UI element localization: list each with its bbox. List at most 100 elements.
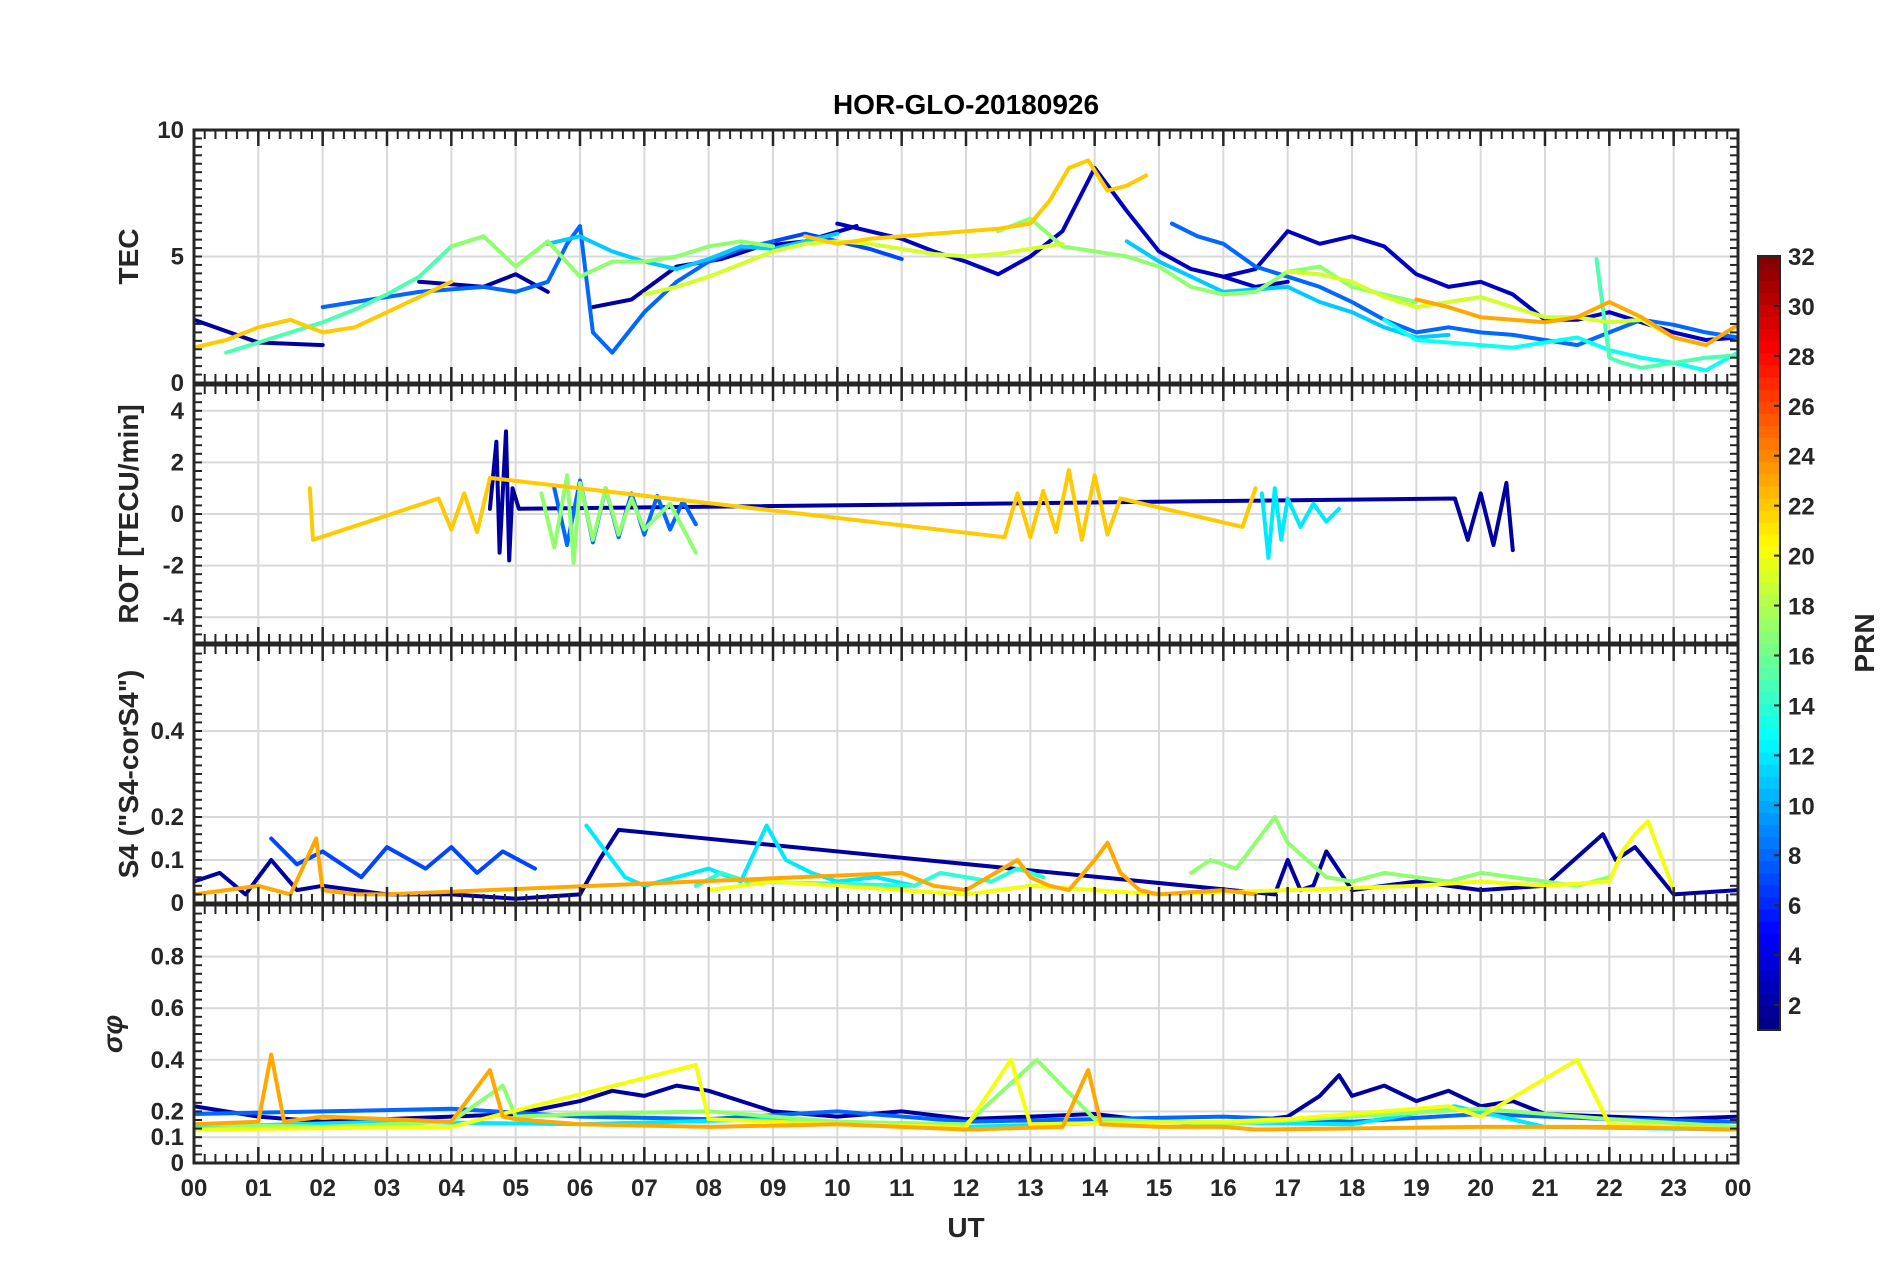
x-tick-label: 19 <box>1403 1175 1430 1202</box>
y-axis-label-sigma_phi: σφ <box>97 1015 128 1053</box>
series-line-prn-8 <box>320 224 775 355</box>
colorbar-tick-label: 32 <box>1788 244 1815 271</box>
x-tick-label: 00 <box>181 1175 208 1202</box>
colorbar-band <box>1758 896 1780 910</box>
x-tick-label: 11 <box>889 1175 914 1202</box>
x-tick-label: 05 <box>502 1175 529 1202</box>
series-line-prn-17 <box>1189 815 1612 888</box>
series-line-prn-2 <box>194 827 1738 901</box>
colorbar-band <box>1758 993 1780 1007</box>
series-line-prn-17 <box>194 1057 1738 1129</box>
colorbar-band <box>1758 848 1780 862</box>
y-tick-label: 0 <box>171 501 184 528</box>
series-line-prn-11 <box>1124 239 1451 340</box>
series-line-prn-13 <box>1382 317 1738 373</box>
x-tick-label: 20 <box>1467 1175 1494 1202</box>
x-tick-label: 01 <box>245 1175 272 1202</box>
y-axis-label-rot: ROT [TECU/min] <box>113 404 144 623</box>
x-tick-label: 17 <box>1274 1175 1301 1202</box>
series-line-prn-11 <box>545 231 840 272</box>
series-line-prn-17 <box>449 234 775 279</box>
y-tick-label: 0.1 <box>151 1124 184 1151</box>
colorbar-band <box>1758 558 1780 572</box>
panel-s4: 0 0.1 0.2 0.4 S4 ("S4-corS4") <box>113 643 1740 917</box>
colorbar-label: PRN <box>1849 613 1880 672</box>
series-line-prn-12 <box>1259 486 1342 560</box>
colorbar-band <box>1758 461 1780 475</box>
colorbar-band <box>1758 643 1780 656</box>
colorbar-tick-label: 2 <box>1788 993 1801 1020</box>
colorbar-tick-label: 22 <box>1788 494 1815 521</box>
colorbar-band <box>1758 401 1780 414</box>
colorbar-tick-label: 24 <box>1788 444 1815 471</box>
colorbar-band <box>1758 546 1780 559</box>
colorbar-band <box>1758 884 1780 898</box>
colorbar-band <box>1758 788 1780 801</box>
colorbar-band <box>1758 280 1780 293</box>
colorbar-band <box>1758 606 1780 620</box>
series-line-prn-14 <box>693 866 1046 888</box>
series-line-prn-2 <box>487 429 1515 563</box>
colorbar-tick-label: 18 <box>1788 594 1815 621</box>
colorbar-band <box>1758 776 1780 789</box>
x-tick-label: 08 <box>695 1175 722 1202</box>
x-tick-label: 02 <box>309 1175 336 1202</box>
colorbar-band <box>1758 316 1780 330</box>
colorbar-tick-label: 4 <box>1788 943 1802 970</box>
colorbar-tick-label: 28 <box>1788 344 1815 371</box>
colorbar-band <box>1758 981 1780 995</box>
colorbar-band <box>1758 933 1780 946</box>
y-tick-label: 0.8 <box>151 944 184 971</box>
y-tick-label: -2 <box>163 553 184 580</box>
colorbar-band <box>1758 836 1780 850</box>
y-tick-label: 0.4 <box>151 718 185 745</box>
colorbar-tick-label: 30 <box>1788 294 1815 321</box>
series-line-prn-22 <box>307 468 1258 542</box>
chart-title: HOR-GLO-20180926 <box>833 89 1099 120</box>
colorbar-frame <box>1757 255 1781 1031</box>
x-tick-label: 12 <box>953 1175 980 1202</box>
series-line-prn-22 <box>803 158 1149 246</box>
colorbar-band <box>1758 376 1780 390</box>
x-tick-label: 09 <box>760 1175 787 1202</box>
x-tick-label: 03 <box>374 1175 401 1202</box>
panel-sigma_phi-series <box>194 1052 1738 1132</box>
series-line-prn-19 <box>1285 269 1676 340</box>
colorbar-tick-label: 10 <box>1788 793 1815 820</box>
y-tick-label: 0 <box>171 890 184 917</box>
colorbar-band <box>1758 497 1780 511</box>
colorbar-band <box>1758 751 1780 765</box>
x-tick-label: 15 <box>1146 1175 1173 1202</box>
y-tick-label: 0.2 <box>151 804 184 831</box>
colorbar-band <box>1758 425 1780 439</box>
colorbar-band <box>1758 509 1780 523</box>
colorbar-band <box>1758 909 1780 922</box>
colorbar-band <box>1758 618 1780 632</box>
colorbar-band <box>1758 437 1780 451</box>
panel-tec: 0 5 10 TEC <box>113 117 1740 397</box>
y-tick-label: -4 <box>163 604 185 631</box>
colorbar-band <box>1758 921 1780 934</box>
y-axis-label-tec: TEC <box>113 229 144 285</box>
colorbar-tick-label: 6 <box>1788 893 1801 920</box>
colorbar-tick-label: 14 <box>1788 693 1815 720</box>
colorbar-band <box>1758 473 1780 487</box>
series-line-prn-22 <box>194 279 454 350</box>
panel-sigma_phi: 00.10.2 0.4 0.6 0.8 σφ <box>97 903 1740 1177</box>
x-tick-label: 13 <box>1017 1175 1044 1202</box>
colorbar-band <box>1758 292 1780 305</box>
colorbar-band <box>1758 534 1780 547</box>
colorbar-band <box>1758 812 1780 826</box>
y-tick-label: 2 <box>171 449 184 476</box>
x-tick-label: 06 <box>567 1175 594 1202</box>
series-line-prn-17 <box>996 216 1419 304</box>
colorbar-band <box>1758 449 1780 463</box>
colorbar-band <box>1758 594 1780 608</box>
panel-rot-series <box>307 429 1515 565</box>
x-tick-label: 16 <box>1210 1175 1237 1202</box>
x-tick-label: 04 <box>438 1175 465 1202</box>
colorbar-band <box>1758 1017 1780 1031</box>
colorbar-band <box>1758 1005 1780 1019</box>
y-tick-label: 10 <box>157 117 184 144</box>
